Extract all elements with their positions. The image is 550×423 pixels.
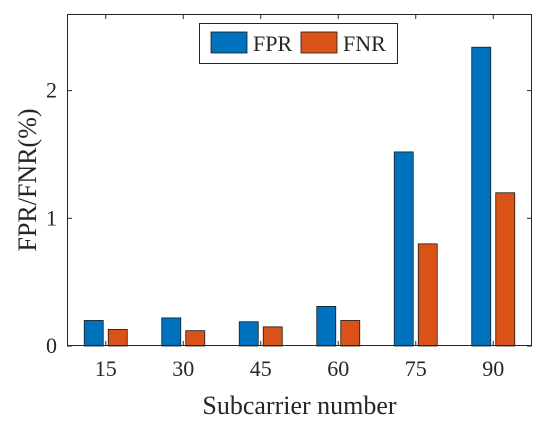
y-tick-label: 1 — [46, 205, 57, 230]
x-tick-labels: 15 30 45 60 75 90 — [95, 356, 505, 381]
y-tick-labels: 0 1 2 — [46, 78, 57, 358]
y-tick-label: 0 — [46, 333, 57, 358]
bar-fpr-60 — [316, 306, 337, 347]
bar-fnr-30 — [185, 330, 206, 347]
x-axis-title: Subcarrier number — [202, 391, 397, 420]
x-tick-label: 90 — [482, 356, 504, 381]
bar-fnr-45 — [262, 326, 283, 347]
y-tick-label: 2 — [46, 78, 57, 103]
bar-fnr-15 — [107, 328, 128, 347]
legend: FPR FNR — [199, 23, 398, 64]
bar-fpr-75 — [393, 151, 414, 347]
bar-fnr-75 — [417, 243, 438, 347]
bar-fpr-45 — [238, 321, 259, 347]
bar-fpr-15 — [83, 320, 104, 347]
bar-fnr-60 — [340, 320, 361, 347]
x-tick-label: 30 — [172, 356, 194, 381]
x-tick-label: 45 — [250, 356, 272, 381]
legend-label-fpr: FPR — [253, 31, 292, 56]
bar-fpr-90 — [471, 46, 492, 347]
ticks — [67, 14, 532, 347]
bar-fpr-30 — [161, 317, 182, 347]
x-tick-label: 60 — [327, 356, 349, 381]
plot-frame — [67, 14, 532, 346]
legend-label-fnr: FNR — [343, 31, 386, 56]
legend-swatch-fnr — [300, 31, 338, 54]
x-tick-label: 15 — [95, 356, 117, 381]
y-axis-title: FPR/FNR(%) — [13, 108, 42, 251]
legend-swatch-fpr — [210, 31, 248, 54]
plot-area — [67, 14, 532, 346]
x-tick-label: 75 — [405, 356, 427, 381]
bar-fnr-90 — [495, 192, 516, 347]
